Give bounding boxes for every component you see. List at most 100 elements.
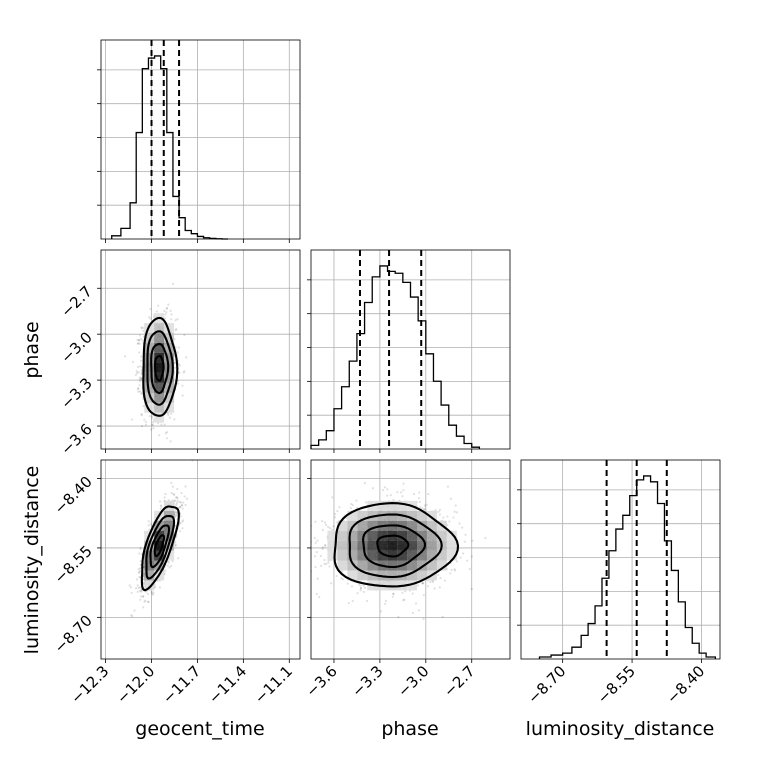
density-cell <box>347 560 358 571</box>
density-cell <box>436 560 447 571</box>
scatter-point <box>169 309 172 312</box>
scatter-point <box>421 582 424 585</box>
scatter-point <box>384 599 388 603</box>
scatter-point <box>165 437 168 440</box>
density-cell <box>417 570 427 581</box>
density-cell <box>417 560 427 571</box>
scatter-point <box>183 370 186 373</box>
scatter-point <box>389 494 392 497</box>
scatter-point <box>183 334 186 337</box>
scatter-point <box>165 307 168 310</box>
density-cell <box>337 520 348 531</box>
density-cell <box>357 540 368 551</box>
scatter-point <box>158 586 162 589</box>
density-cell <box>446 530 457 541</box>
scatter-point <box>392 592 395 596</box>
scatter-point <box>176 487 179 491</box>
scatter-point <box>453 568 456 571</box>
contour-line <box>145 515 176 580</box>
scatter-point <box>176 351 179 354</box>
density-cell <box>154 560 165 571</box>
scatter-point <box>412 493 416 496</box>
density-cell <box>154 540 165 551</box>
scatter-point <box>144 420 148 423</box>
scatter-point <box>151 417 154 420</box>
scatter-point <box>146 592 150 596</box>
scatter-point <box>168 416 172 419</box>
scatter-point <box>402 599 405 602</box>
density-cell <box>337 530 348 541</box>
scatter-point <box>171 282 175 285</box>
density-cell <box>164 323 175 334</box>
x-tick-label: −12.3 <box>67 662 112 707</box>
scatter-point <box>401 591 404 594</box>
scatter-point <box>455 511 458 514</box>
scatter-point <box>356 592 359 595</box>
scatter-point <box>449 572 452 575</box>
scatter-point <box>137 586 140 589</box>
density-cell <box>426 510 437 521</box>
density-cell <box>357 530 368 541</box>
contour-line <box>150 342 170 395</box>
panel-frame <box>310 459 511 660</box>
scatter-point <box>143 418 146 421</box>
scatter-point <box>336 510 339 513</box>
scatter-point <box>383 486 386 489</box>
scatter-point <box>316 577 319 580</box>
density-cell <box>397 530 408 541</box>
scatter-point <box>181 519 185 522</box>
scatter-point <box>181 394 184 397</box>
x-tick-label: −3.6 <box>302 662 340 700</box>
x-axis-label-luminosity-distance: luminosity_distance <box>526 718 715 740</box>
density-cell <box>397 500 408 511</box>
scatter-point <box>142 595 145 598</box>
scatter-point <box>177 557 180 560</box>
histogram-geocent_time <box>111 55 229 240</box>
scatter-point <box>174 544 177 547</box>
scatter-point <box>315 592 318 596</box>
scatter-point <box>181 527 184 530</box>
panel-content <box>311 482 487 620</box>
scatter-point <box>359 587 363 590</box>
scatter-point <box>130 615 134 618</box>
density-cell <box>397 550 408 561</box>
scatter-point <box>331 528 334 531</box>
density-cell <box>357 570 368 581</box>
scatter-point <box>140 326 143 329</box>
scatter-point <box>392 592 395 595</box>
scatter-point <box>139 365 142 368</box>
scatter-point <box>174 514 177 517</box>
scatter-point <box>178 500 181 504</box>
density-cell <box>367 540 378 551</box>
contour-line <box>142 316 179 417</box>
density-cell <box>347 530 358 541</box>
scatter-point <box>140 327 144 330</box>
scatter-point <box>137 571 141 574</box>
scatter-point <box>359 589 362 592</box>
x-tick-label: −8.70 <box>524 662 569 707</box>
scatter-point <box>176 499 179 503</box>
scatter-point <box>470 555 473 558</box>
density-cell <box>377 550 388 561</box>
y-tick-label: −8.70 <box>51 611 96 656</box>
scatter-point <box>152 591 155 594</box>
scatter-point <box>176 318 179 321</box>
x-tick-label: −8.55 <box>594 662 639 707</box>
panel-frame <box>100 249 301 450</box>
scatter-point <box>355 499 358 502</box>
density-cell <box>417 540 427 551</box>
density-cell <box>446 550 457 561</box>
histogram-panel-luminosity_distance: −8.70 −8.55 −8.40 <box>517 459 721 707</box>
density-cell <box>164 352 175 363</box>
scatter-point <box>170 481 173 485</box>
scatter-point <box>136 342 139 345</box>
density-cell <box>387 510 398 521</box>
scatter-point <box>173 499 177 503</box>
density-cell <box>377 530 388 541</box>
scatter-point <box>422 594 425 597</box>
scatter-point <box>139 595 143 598</box>
scatter-point <box>441 615 444 618</box>
scatter-point <box>328 565 331 568</box>
contour-line <box>154 355 165 382</box>
density-cell <box>357 520 368 531</box>
